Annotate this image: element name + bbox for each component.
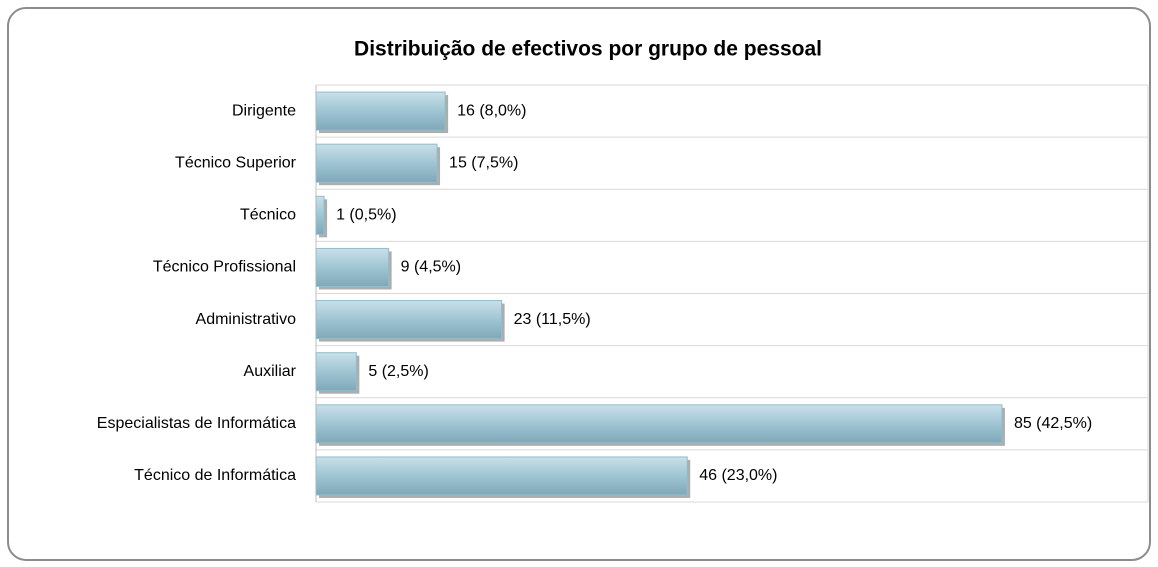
y-tick-label: Técnico Superior [175,154,297,171]
data-label: 5 (2,5%) [368,363,428,380]
y-tick-label: Técnico de Informática [134,467,296,484]
bar [315,195,325,235]
bar [315,352,357,392]
data-label: 1 (0,5%) [336,207,396,224]
bar [315,404,1003,444]
data-label: 46 (23,0%) [699,467,777,484]
bar [315,143,438,183]
data-label: 16 (8,0%) [457,102,526,119]
y-tick-label: Técnico [240,207,296,224]
y-tick-label: Administrativo [196,311,297,328]
data-label: 9 (4,5%) [401,259,461,276]
plot-area: Dirigente 16 (8,0%) Técnico Superior 15 (7,… [97,84,1149,503]
y-tick-label: Auxiliar [244,363,297,380]
data-label: 15 (7,5%) [449,154,518,171]
bar [315,247,390,287]
data-label: 23 (11,5%) [514,311,591,328]
y-tick-label: Dirigente [232,102,296,119]
bar [315,300,503,340]
y-tick-label: Especialistas de Informática [97,415,296,432]
bar [315,91,446,131]
bar [315,456,688,496]
data-label: 85 (42,5%) [1014,415,1092,432]
y-tick-label: Técnico Profissional [153,259,296,276]
chart-title: Distribuição de efectivos por grupo de p… [354,38,822,61]
